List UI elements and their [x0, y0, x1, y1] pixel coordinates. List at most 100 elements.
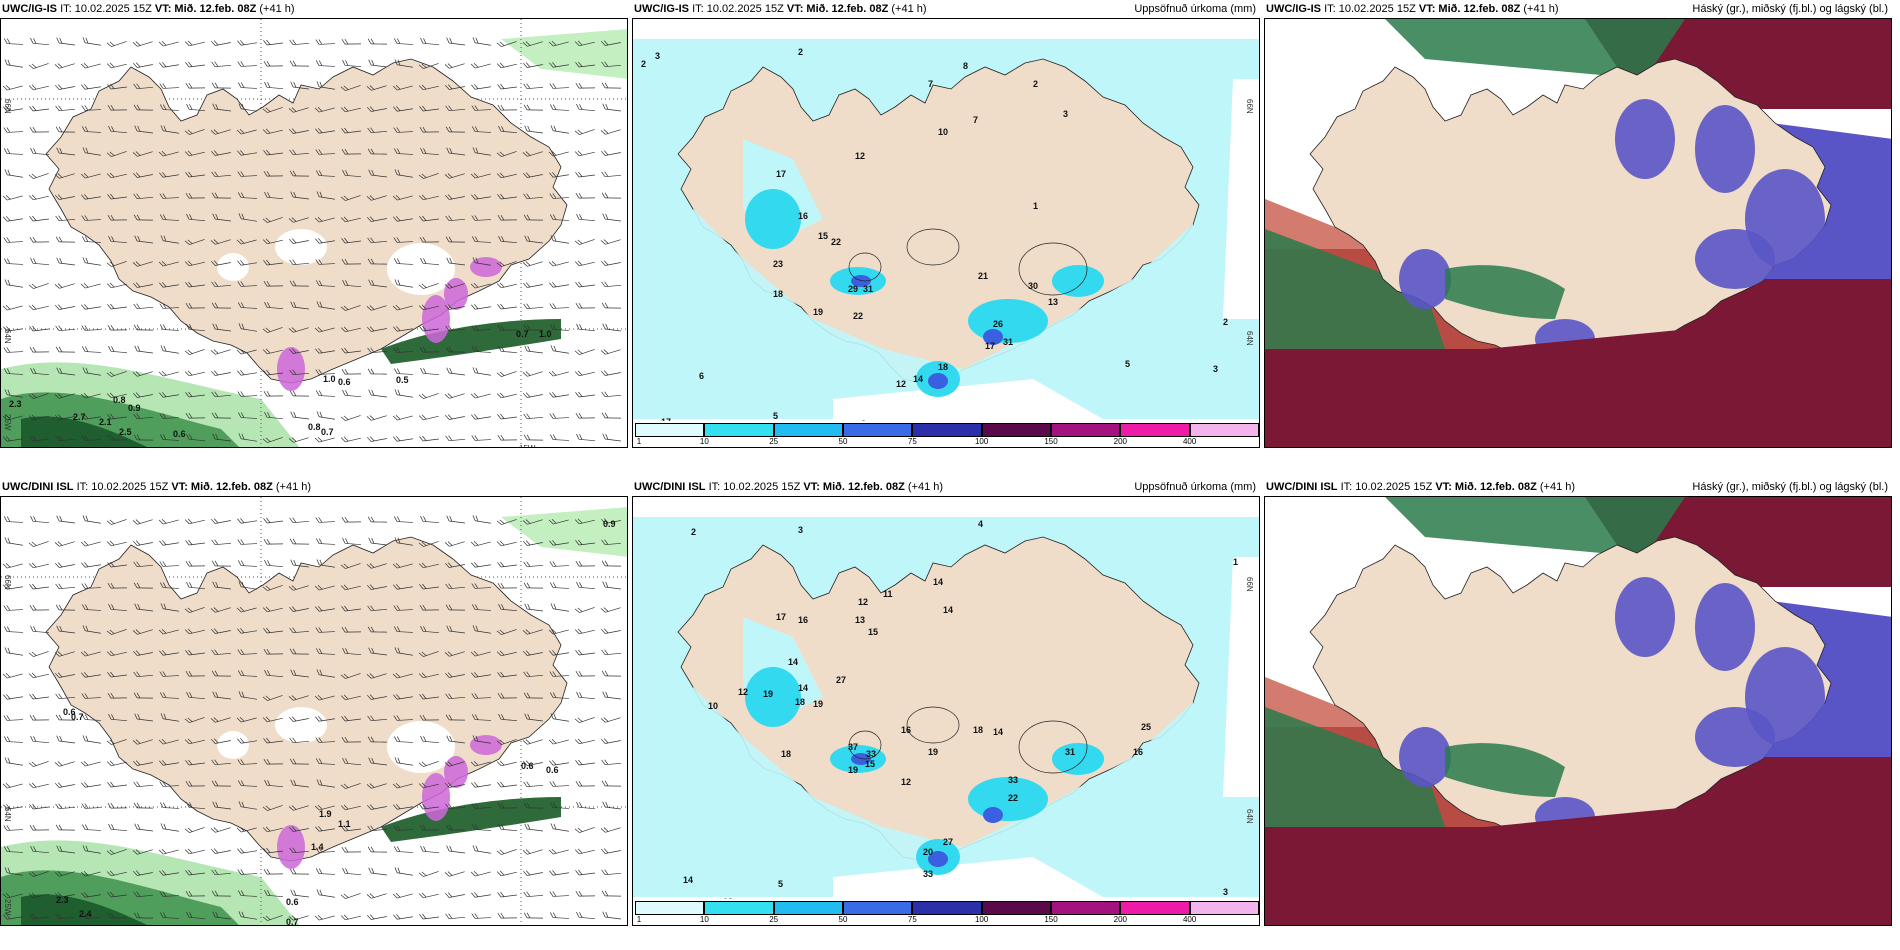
- panel-precip-igis: UWC/IG-IS IT: 10.02.2025 15Z VT: Mið. 12…: [632, 0, 1260, 448]
- map-value-label: 2: [798, 47, 804, 57]
- map-value-label: 2.1: [99, 417, 112, 427]
- panel-wind-dini: UWC/DINI ISL IT: 10.02.2025 15Z VT: Mið.…: [0, 478, 628, 926]
- init-time: IT: 10.02.2025 15Z: [692, 3, 784, 15]
- colorbar-swatch: [1120, 901, 1190, 915]
- map-value-label: 2.5: [119, 427, 132, 437]
- model-name: UWC/DINI ISL: [634, 481, 706, 493]
- map-value-label: 37: [848, 742, 859, 752]
- colorbar-swatch: [773, 901, 843, 915]
- map-value-label: 15: [865, 759, 876, 769]
- panel-header: UWC/IG-IS IT: 10.02.2025 15Z VT: Mið. 12…: [1264, 0, 1892, 18]
- model-name: UWC/DINI ISL: [1266, 481, 1338, 493]
- map-value-label: 18: [773, 289, 784, 299]
- map-value-label: 14: [993, 727, 1004, 737]
- graticule-label: 64N: [3, 329, 12, 344]
- panel-header: UWC/IG-IS IT: 10.02.2025 15Z VT: Mið. 12…: [632, 0, 1260, 18]
- panel-subtitle: Háský (gr.), miðský (fj.bl.) og lágský (…: [1692, 481, 1888, 493]
- map-area[interactable]: 0.90.60.71.91.11.40.60.72.32.40.52.70.90…: [0, 496, 628, 926]
- graticule-label: 25W: [3, 899, 12, 916]
- map-value-label: 5: [773, 411, 779, 421]
- map-value-label: 1.4: [311, 842, 324, 852]
- map-value-label: 2.4: [79, 909, 92, 919]
- colorbar-tick-label: 200: [1113, 915, 1128, 924]
- map-value-label: 1.0: [539, 329, 552, 339]
- colorbar-swatch: [704, 423, 774, 437]
- map-value-label: 18: [973, 725, 984, 735]
- map-value-label: 2: [641, 59, 647, 69]
- map-value-label: 12: [896, 379, 907, 389]
- map-value-label: 12: [738, 687, 749, 697]
- map-area[interactable]: 2 3 4 14 14 11 12 13 15 17 16 14 12 19 14 18 19 27 10 18 37 3…: [632, 496, 1260, 926]
- map-area[interactable]: [1264, 496, 1892, 926]
- graticule-label: 64N: [1245, 809, 1254, 824]
- init-time: IT: 10.02.2025 15Z: [708, 481, 801, 493]
- init-time: IT: 10.02.2025 15Z: [1324, 3, 1416, 15]
- map-value-label: 19: [848, 765, 859, 775]
- map-value-label: 0.7: [516, 329, 529, 339]
- graticule-label: 66N: [3, 99, 12, 114]
- colorbar-swatch: [981, 901, 1051, 915]
- map-value-label: 14: [933, 577, 944, 587]
- map-value-label: 3: [1223, 887, 1229, 897]
- colorbar-swatch: [1120, 423, 1190, 437]
- map-value-label: 0.9: [603, 519, 616, 529]
- map-value-label: 0.8: [113, 395, 126, 405]
- lead-time: (+41 h): [259, 3, 295, 15]
- map-value-label: 3: [1213, 364, 1219, 374]
- map-value-label: 2.3: [56, 895, 69, 905]
- map-value-label: 16: [1133, 747, 1144, 757]
- map-value-label: 17: [776, 612, 787, 622]
- map-value-label: 1.0: [323, 374, 336, 384]
- map-value-label: 14: [943, 605, 954, 615]
- map-value-label: 25: [1141, 722, 1152, 732]
- panel-precip-dini: UWC/DINI ISL IT: 10.02.2025 15Z VT: Mið.…: [632, 478, 1260, 926]
- map-canvas: [1265, 19, 1891, 447]
- colorbar-swatch: [635, 901, 705, 915]
- map-value-label: 0.5: [396, 375, 409, 385]
- colorbar-tick-label: 200: [1113, 437, 1128, 446]
- map-area[interactable]: 2 3 2 7 8 7 10 12 17 16 15 22 23 18 29 31 19 22 21 26 17 31 30…: [632, 18, 1260, 448]
- lead-time: (+41 h): [1539, 481, 1576, 493]
- map-value-label: 0.8: [308, 422, 321, 432]
- colorbar-swatch: [635, 423, 705, 437]
- map-value-label: 13: [855, 615, 866, 625]
- map-value-label: 1: [1033, 201, 1039, 211]
- map-value-label: 14: [683, 875, 694, 885]
- map-value-label: 0.6: [63, 707, 76, 717]
- graticule-label: 66N: [1245, 577, 1254, 592]
- map-value-label: 14: [798, 683, 809, 693]
- colorbar-tick-label: 100: [974, 915, 989, 924]
- graticule-label: 66N: [3, 575, 12, 590]
- map-value-label: 8: [963, 61, 969, 71]
- panel-header: UWC/DINI ISL IT: 10.02.2025 15Z VT: Mið.…: [632, 478, 1260, 496]
- map-value-label: 7: [928, 79, 934, 89]
- panel-header: UWC/DINI ISL IT: 10.02.2025 15Z VT: Mið.…: [0, 478, 628, 496]
- map-canvas: [633, 19, 1259, 447]
- map-area[interactable]: 0.7 1.0 0.8 0.9 2.7 2.1 2.5 0.6 0.5 0.6 1.0 0.8 0.7 2…: [0, 18, 628, 448]
- precip-colorbar: 1 10 25 50 75 100 150 200 400: [633, 421, 1259, 447]
- init-time: IT: 10.02.2025 15Z: [76, 481, 169, 493]
- map-value-label: 0.6: [338, 377, 351, 387]
- map-value-label: 15: [868, 627, 879, 637]
- init-time: IT: 10.02.2025 15Z: [60, 3, 152, 15]
- map-value-label: 17: [776, 169, 787, 179]
- colorbar-tick-label: 100: [974, 437, 989, 446]
- map-value-label: 5: [1125, 359, 1131, 369]
- map-value-label: 19: [928, 747, 939, 757]
- map-canvas: [1, 497, 627, 925]
- map-value-label: 23: [773, 259, 784, 269]
- map-value-label: 16: [901, 725, 912, 735]
- colorbar-tick-label: 25: [769, 915, 779, 924]
- map-value-label: 3: [1063, 109, 1069, 119]
- init-time: IT: 10.02.2025 15Z: [1340, 481, 1433, 493]
- map-value-label: 2: [1223, 317, 1229, 327]
- valid-time: VT: Mið. 12.feb. 08Z: [1435, 481, 1537, 493]
- map-value-label: 18: [795, 697, 806, 707]
- map-value-label: 1: [1233, 557, 1239, 567]
- valid-time: VT: Mið. 12.feb. 08Z: [803, 481, 905, 493]
- map-value-label: 10: [938, 127, 949, 137]
- map-value-label: 2.3: [9, 399, 22, 409]
- colorbar-swatch: [843, 901, 913, 915]
- map-value-label: 19: [763, 689, 774, 699]
- map-area[interactable]: [1264, 18, 1892, 448]
